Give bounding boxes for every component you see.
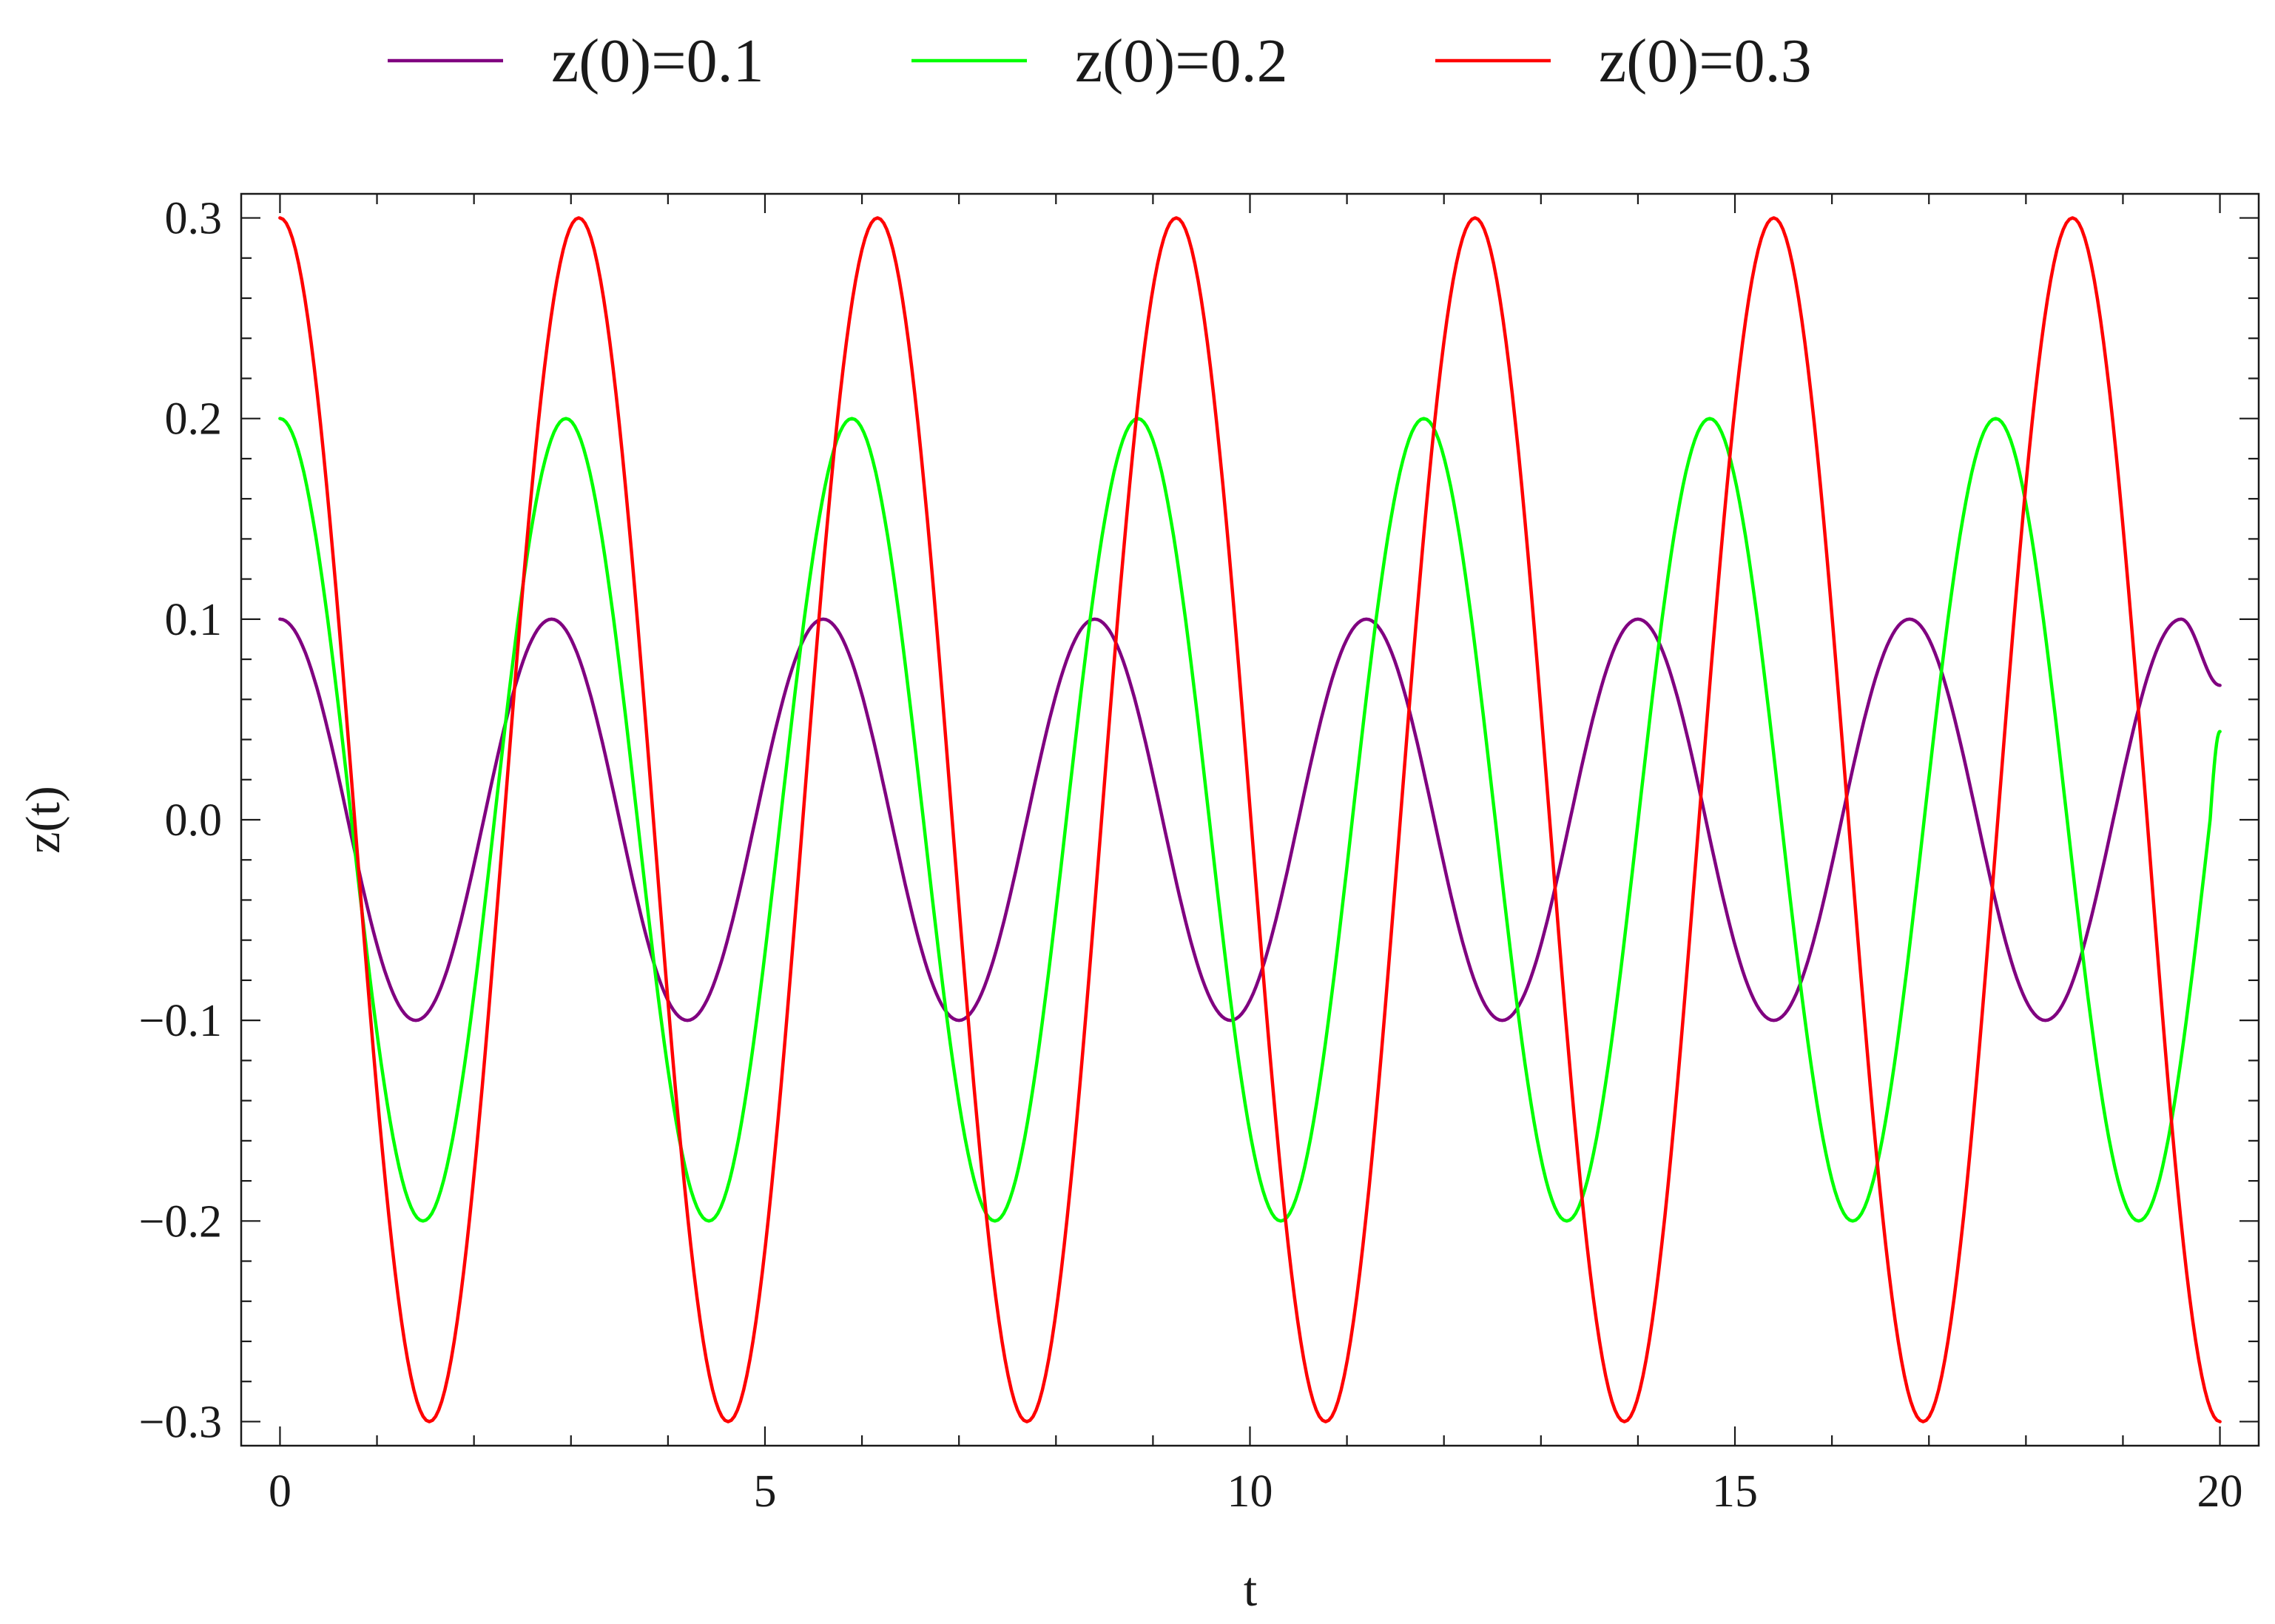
x-tick-label: 15 (1712, 1466, 1758, 1517)
x-tick-label: 10 (1227, 1466, 1273, 1517)
y-axis-label: z(t) (16, 786, 70, 854)
y-tick-label: 0.0 (165, 795, 223, 846)
y-tick-labels: 0.3 0.2 0.1 0.0 −0.1 −0.2 −0.3 (139, 194, 222, 1448)
x-tick-label: 0 (269, 1466, 291, 1517)
legend-label: z(0)=0.2 (1075, 27, 1288, 95)
legend-label: z(0)=0.1 (551, 27, 764, 95)
legend-item-1: z(0)=0.1 (388, 27, 764, 95)
series-layer (278, 216, 2222, 1423)
y-tick-label: 0.2 (165, 394, 223, 445)
legend-item-2: z(0)=0.2 (911, 27, 1288, 95)
series-line-1 (278, 617, 2222, 1022)
y-tick-label: −0.3 (139, 1397, 222, 1447)
y-tick-label: 0.1 (165, 595, 223, 645)
x-tick-label: 5 (753, 1466, 776, 1517)
series-line-2 (278, 417, 2222, 1223)
legend-item-3: z(0)=0.3 (1435, 27, 1812, 95)
minor-ticks (241, 194, 2259, 1446)
x-tick-label: 20 (2197, 1466, 2243, 1517)
y-tick-label: −0.2 (139, 1196, 222, 1247)
major-ticks (241, 194, 2259, 1446)
x-tick-labels: 0 5 10 15 20 (269, 1466, 2243, 1517)
y-tick-label: −0.1 (139, 996, 222, 1046)
legend-label: z(0)=0.3 (1599, 27, 1812, 95)
series-line-3 (278, 216, 2222, 1423)
legend: z(0)=0.1 z(0)=0.2 z(0)=0.3 (388, 27, 1812, 95)
y-tick-label: 0.3 (165, 194, 223, 244)
x-axis-label: t (1244, 1563, 1257, 1617)
